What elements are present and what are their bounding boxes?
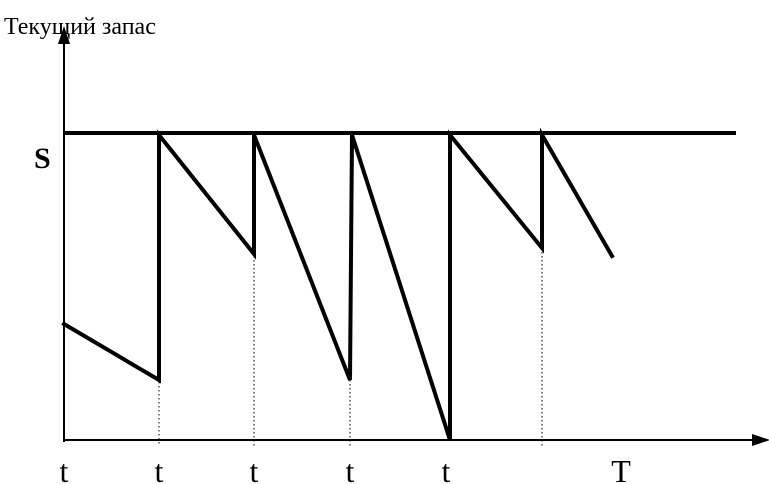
x-tick-label: T: [611, 453, 631, 484]
x-tick-label: t: [155, 453, 164, 484]
y-axis-title: Текущий запас: [4, 14, 156, 40]
max-stock-label: S: [34, 142, 51, 175]
x-tick-label: t: [250, 453, 259, 484]
y-axis-arrow: [58, 26, 70, 44]
x-tick-label: t: [60, 453, 69, 484]
x-tick-label: t: [442, 453, 451, 484]
inventory-level-line: [61, 127, 615, 441]
x-tick-label: t: [346, 453, 355, 484]
x-axis-arrow: [752, 434, 769, 446]
